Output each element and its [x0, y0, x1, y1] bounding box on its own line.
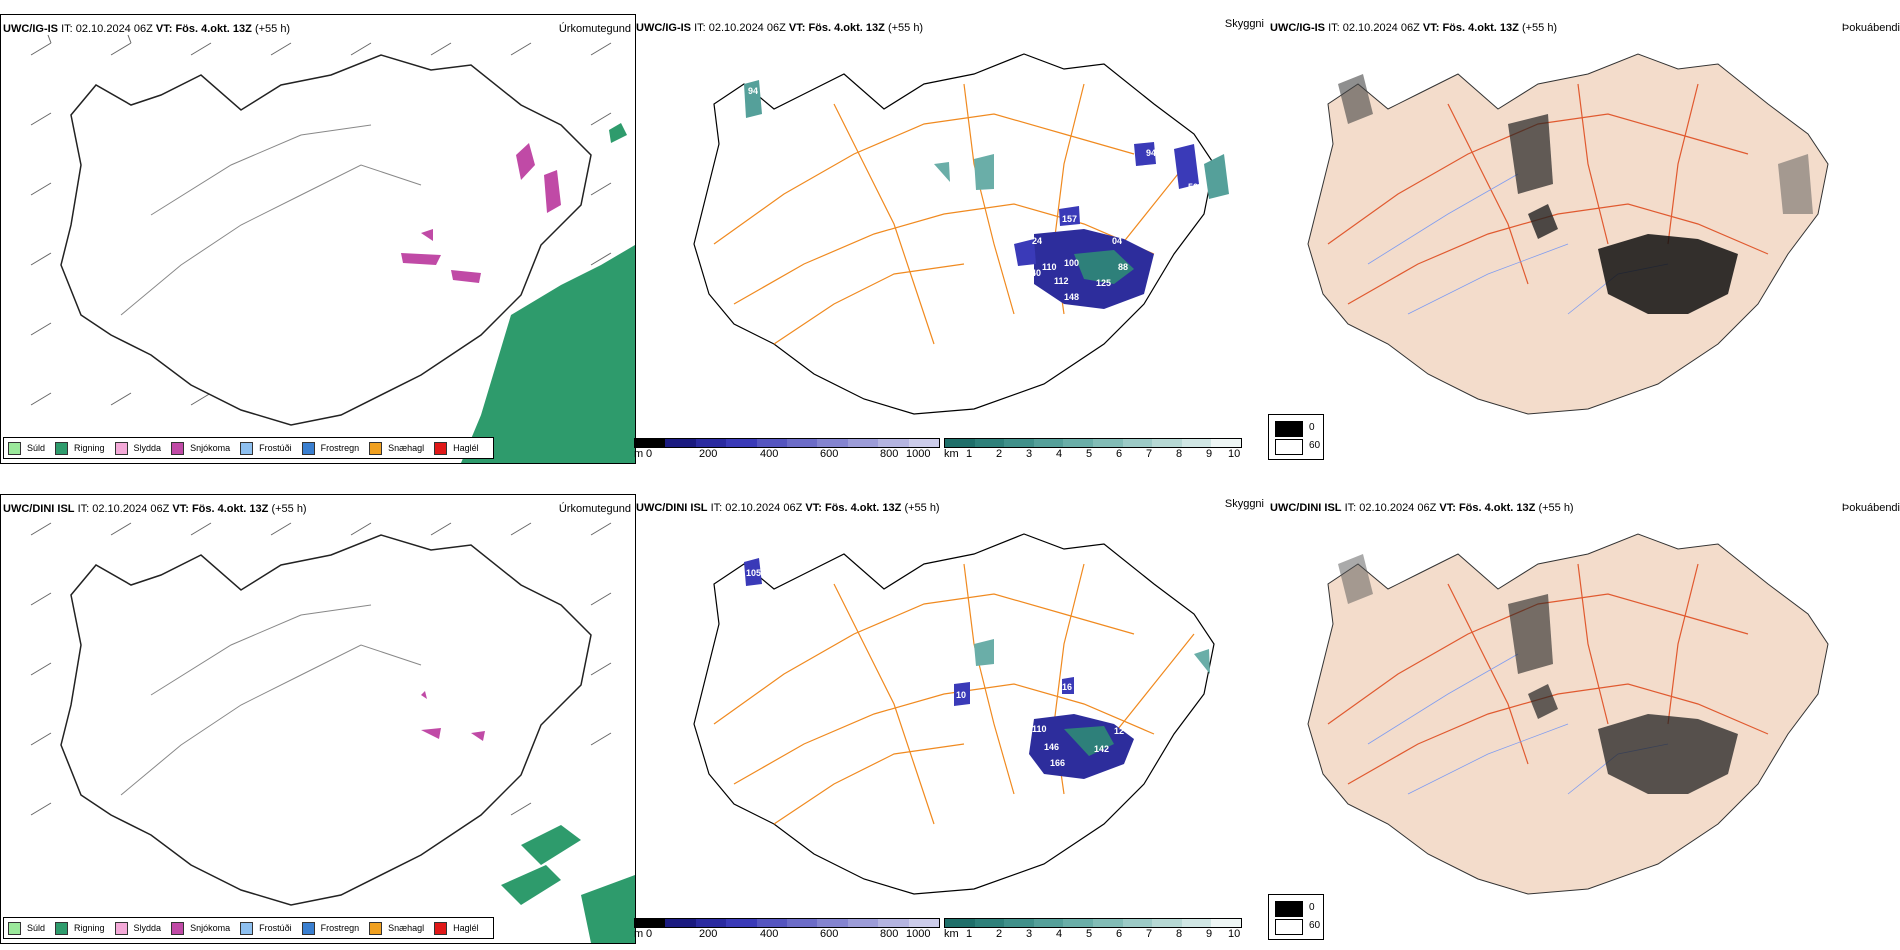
panel-name: Þokuábendi [1841, 502, 1900, 514]
legend-item: Frostúði [240, 441, 292, 455]
fog-legend-row2: 0 60 [1268, 894, 1324, 940]
precip-panel-row2: UWC/DINI ISL IT: 02.10.2024 06Z VT: Fös.… [0, 494, 636, 944]
vis-label: 12 [1114, 726, 1124, 736]
visibility-panel-row2: 105 16 10 110 12 146 142 166 UWC/DINI IS… [634, 494, 1268, 942]
tick-label: 600 [820, 448, 839, 460]
precip-map-row1 [30, 34, 635, 463]
vis-label: 110 [1032, 724, 1047, 734]
vis-label: 146 [1044, 742, 1059, 752]
legend-item: Slydda [114, 441, 161, 455]
visibility-colorbar: km 1 2 3 4 5 6 7 8 9 10 [944, 918, 1244, 942]
vis-label: 100 [1064, 258, 1079, 268]
vis-label: 04 [1112, 236, 1122, 246]
vis-label: 142 [1094, 744, 1109, 754]
panel-name: Skyggni [1224, 18, 1264, 30]
vis-label: 94 [748, 86, 758, 96]
panel-title: UWC/IG-IS IT: 02.10.2024 06Z VT: Fös. 4.… [3, 23, 291, 35]
tick-label: 1000 [906, 448, 931, 460]
vis-label: 166 [1050, 758, 1065, 768]
tick-label: 800 [880, 448, 899, 460]
fog-map-row1 [1307, 53, 1829, 415]
panel-name: Þokuábendi [1841, 22, 1900, 34]
legend-item: Haglél [434, 441, 479, 455]
tick-label: 3 [1026, 448, 1033, 460]
panel-name: Úrkomutegund [558, 503, 631, 515]
tick-label: 2 [996, 448, 1003, 460]
iceland-outline [60, 54, 592, 426]
legend-item: Frostregn [301, 441, 359, 455]
tick-label: 9 [1206, 448, 1213, 460]
vis-label: 105 [746, 568, 761, 578]
panel-title: UWC/DINI ISL IT: 02.10.2024 06Z VT: Fös.… [3, 503, 307, 515]
tick-label: 200 [699, 448, 718, 460]
visibility-colorbar: km 1 2 3 4 5 6 7 8 9 10 [944, 438, 1244, 462]
vis-label: 148 [1064, 292, 1079, 302]
vis-label: 50 [1188, 182, 1198, 192]
vis-label: 24 [1032, 236, 1042, 246]
tick-label: 8 [1176, 448, 1183, 460]
tick-label: 4 [1056, 448, 1063, 460]
vis-label: 140 [1026, 268, 1041, 278]
fog-panel-row1: UWC/IG-IS IT: 02.10.2024 06Z VT: Fös. 4.… [1268, 14, 1900, 462]
fog-legend-label: 60 [1309, 440, 1321, 451]
tick-label: 0 [646, 448, 653, 460]
fog-panel-row2: UWC/DINI ISL IT: 02.10.2024 06Z VT: Fös.… [1268, 494, 1900, 942]
tick-label: 400 [760, 448, 779, 460]
vis-label: 88 [1118, 262, 1128, 272]
fog-legend-row1: 0 60 [1268, 414, 1324, 460]
vis-label: 11 [956, 236, 966, 246]
fog-legend-label: 0 [1309, 422, 1315, 433]
panel-title: UWC/DINI ISL IT: 02.10.2024 06Z VT: Fös.… [636, 502, 940, 514]
tick-label: 7 [1146, 448, 1153, 460]
precip-panel-row1: UWC/IG-IS IT: 02.10.2024 06Z VT: Fös. 4.… [0, 14, 636, 464]
fog-map-row2 [1307, 533, 1829, 895]
vis-label: 125 [1096, 278, 1111, 288]
legend-item: Snjókoma [171, 441, 230, 455]
legend-item: Súld [8, 441, 45, 455]
vis-label: 110 [1042, 262, 1057, 272]
panel-name: Úrkomutegund [558, 23, 631, 35]
vis-label: 10 [956, 690, 966, 700]
visibility-panel-row1: 94 50 94 157 24 11 04 110 100 88 140 112… [634, 14, 1268, 462]
tick-label: 10 [1228, 448, 1241, 460]
precip-legend: Súld Rigning Slydda Snjókoma Frostúði Fr… [3, 917, 494, 939]
panel-title: UWC/IG-IS IT: 02.10.2024 06Z VT: Fös. 4.… [636, 22, 924, 34]
panel-name: Skyggni [1224, 498, 1264, 510]
panel-title: UWC/DINI ISL IT: 02.10.2024 06Z VT: Fös.… [1270, 502, 1574, 514]
tick-label: 5 [1086, 448, 1093, 460]
height-colorbar: m 0 200 400 600 800 1000 [634, 438, 940, 462]
tick-label: 1 [966, 448, 973, 460]
legend-item: Rigning [55, 441, 105, 455]
vis-label: 16 [1062, 682, 1072, 692]
visibility-map-row2: 105 16 10 110 12 146 142 166 [693, 533, 1215, 895]
unit-label: km [944, 448, 959, 460]
precip-legend: Súld Rigning Slydda Snjókoma Frostúði Fr… [3, 437, 494, 459]
height-colorbar: m 0 200 400 600 800 1000 [634, 918, 940, 942]
visibility-map-row1: 94 50 94 157 24 11 04 110 100 88 140 112… [693, 53, 1229, 415]
vis-label: 112 [1054, 276, 1069, 286]
panel-title: UWC/IG-IS IT: 02.10.2024 06Z VT: Fös. 4.… [1270, 22, 1558, 34]
vis-label: 94 [1146, 148, 1156, 158]
unit-label: m [634, 448, 644, 460]
visibility-labels: 94 50 94 157 24 11 04 110 100 88 140 112… [748, 86, 1198, 302]
vis-label: 157 [1062, 214, 1077, 224]
precip-map-row2 [30, 522, 635, 943]
tick-label: 6 [1116, 448, 1123, 460]
legend-item: Snæhagl [369, 441, 424, 455]
